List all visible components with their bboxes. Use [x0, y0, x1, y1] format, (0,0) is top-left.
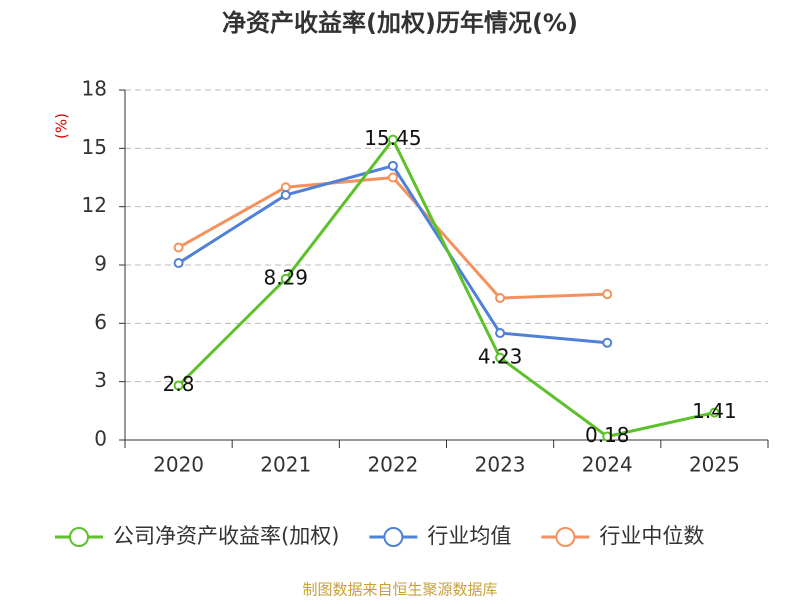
data-point [495, 352, 506, 363]
series-line [177, 175, 608, 300]
x-tick-label: 2023 [475, 453, 526, 477]
data-point [387, 172, 398, 183]
data-point [495, 293, 506, 304]
data-point [602, 431, 613, 442]
y-tick-label: 6 [94, 310, 107, 334]
x-tick-label: 2024 [582, 453, 633, 477]
x-tick-label: 2021 [260, 453, 311, 477]
data-point [387, 160, 398, 171]
data-point [280, 273, 291, 284]
data-point [495, 328, 506, 339]
y-tick-label: 0 [94, 427, 107, 451]
data-label: 2.8 [163, 372, 195, 396]
data-point [709, 407, 720, 418]
data-point [280, 190, 291, 200]
data-label: 4.23 [478, 344, 523, 368]
legend-marker [383, 527, 404, 547]
legend-label: 公司净资产收益率(加权) [113, 524, 339, 548]
data-label: 8.29 [263, 265, 308, 289]
x-tick-label: 2020 [153, 453, 204, 477]
data-point [387, 134, 398, 145]
x-tick-label: 2022 [367, 453, 418, 477]
x-tick-label: 2025 [689, 453, 740, 477]
y-tick-label: 18 [82, 77, 107, 101]
data-point [602, 337, 613, 348]
source-note: 制图数据来自恒生聚源数据库 [302, 581, 497, 599]
data-label: 1.41 [692, 399, 737, 423]
legend-marker [69, 527, 89, 547]
series-line [177, 136, 715, 439]
y-tick-label: 9 [94, 252, 107, 276]
data-point [173, 258, 184, 269]
legend-label: 行业中位数 [599, 524, 704, 548]
data-point [602, 289, 613, 300]
legend-label: 行业均值 [427, 524, 511, 548]
y-tick-label: 12 [82, 193, 107, 217]
series-line [177, 164, 608, 345]
y-tick-label: 15 [82, 135, 107, 159]
data-point [173, 380, 184, 391]
chart-title: 净资产收益率(加权)历年情况(%) [222, 9, 578, 37]
legend-marker [555, 527, 576, 547]
y-tick-label: 3 [94, 368, 107, 392]
data-label: 15.45 [364, 126, 421, 150]
data-point [173, 242, 184, 253]
y-axis-label: (%) [53, 113, 71, 139]
data-label: 0.18 [585, 423, 630, 447]
